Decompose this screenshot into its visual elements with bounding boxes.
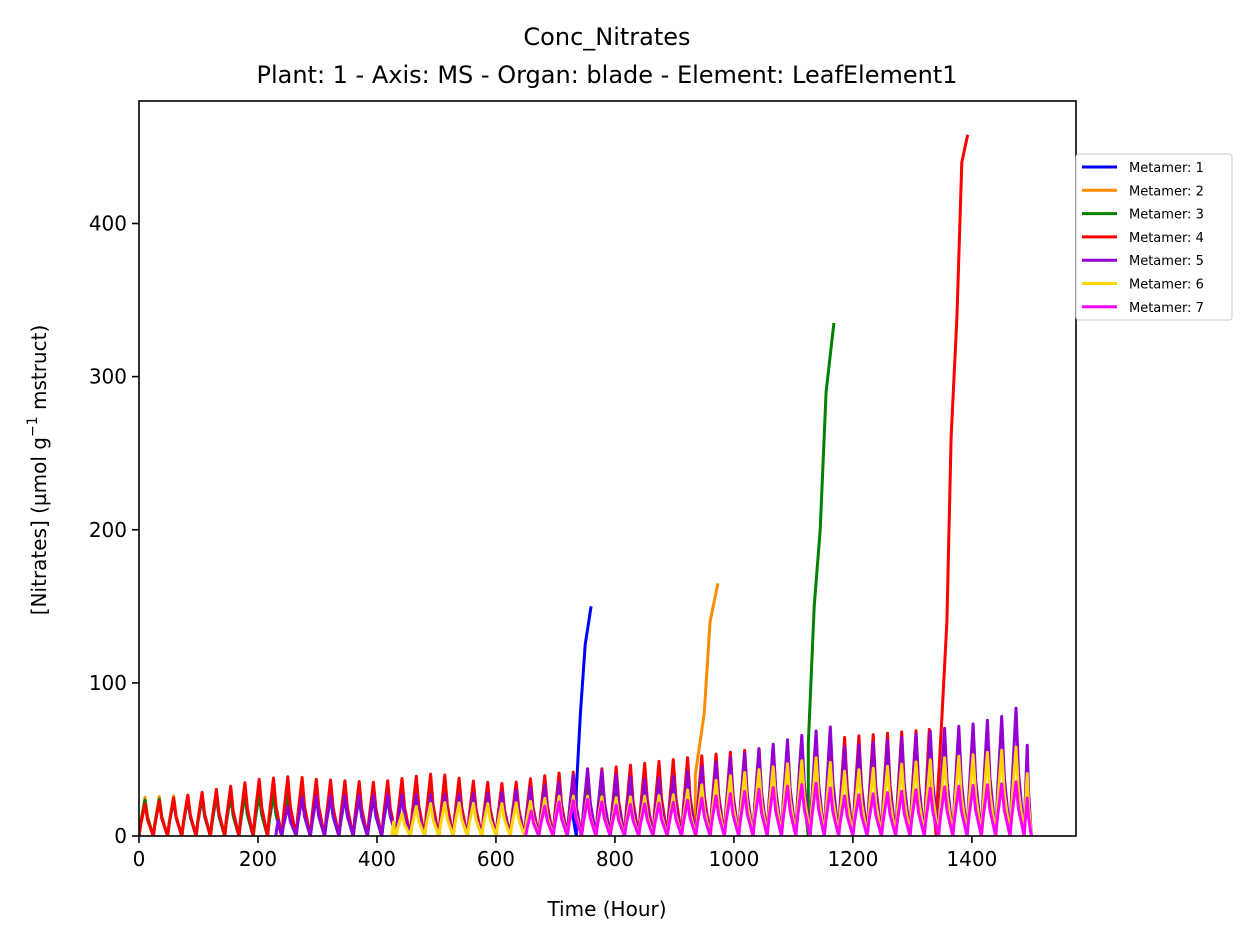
legend-label-metamer-4: Metamer: 4 <box>1129 231 1204 246</box>
chart-title: Conc_Nitrates <box>523 23 690 51</box>
y-axis-label: [Nitrates] (µmol g−1 mstruct) <box>25 325 51 616</box>
y-axis-label-tail: mstruct) <box>27 325 51 417</box>
x-axis-label: Time (Hour) <box>546 897 666 921</box>
y-tick-label: 200 <box>89 518 127 542</box>
series-group <box>139 134 1033 836</box>
x-tick-label: 1000 <box>708 847 759 871</box>
legend-box <box>1075 153 1233 321</box>
x-tick-label: 1400 <box>946 847 997 871</box>
x-tick-label: 0 <box>133 847 146 871</box>
y-tick-label: 0 <box>114 824 127 848</box>
chart-subtitle: Plant: 1 - Axis: MS - Organ: blade - Ele… <box>256 61 957 89</box>
x-axis-ticks: 0 200 400 600 800 1000 1200 1400 <box>133 836 997 871</box>
x-tick-label: 800 <box>596 847 634 871</box>
x-tick-label: 600 <box>477 847 515 871</box>
y-tick-label: 300 <box>89 365 127 389</box>
legend: Metamer: 1 Metamer: 2 Metamer: 3 Metamer: 4… <box>1075 153 1233 321</box>
y-axis-ticks: 0 100 200 300 400 <box>89 212 139 848</box>
legend-label-metamer-1: Metamer: 1 <box>1129 161 1204 176</box>
legend-label-metamer-3: Metamer: 3 <box>1129 208 1204 223</box>
x-tick-label: 1200 <box>827 847 878 871</box>
legend-label-metamer-2: Metamer: 2 <box>1129 184 1204 199</box>
x-tick-label: 400 <box>358 847 396 871</box>
y-axis-label-superscript: −1 <box>25 416 41 437</box>
legend-label-metamer-5: Metamer: 5 <box>1129 254 1204 269</box>
series-line-metamer-6 <box>390 745 1033 836</box>
y-tick-label: 100 <box>89 671 127 695</box>
x-tick-label: 200 <box>239 847 277 871</box>
legend-label-metamer-7: Metamer: 7 <box>1129 301 1204 316</box>
legend-label-metamer-6: Metamer: 6 <box>1129 278 1204 293</box>
y-tick-label: 400 <box>89 212 127 236</box>
plot-area-frame <box>138 100 1077 837</box>
y-axis-label-main: [Nitrates] (µmol g <box>27 437 51 615</box>
